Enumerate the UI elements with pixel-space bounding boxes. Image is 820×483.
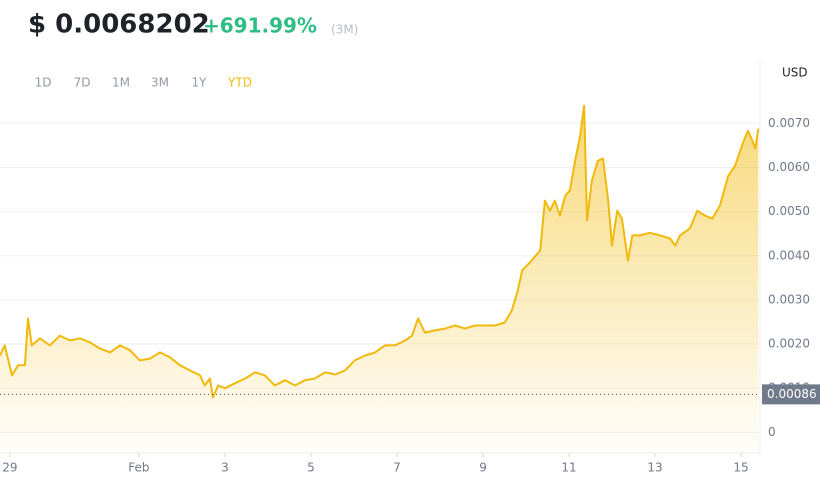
x-tick-label: 13: [647, 461, 662, 475]
y-tick-label: 0.0020: [768, 337, 810, 351]
x-tick-label: 15: [733, 461, 748, 475]
price-change: +691.99%: [203, 14, 317, 38]
range-button[interactable]: 1M: [112, 76, 130, 90]
change-period: (3M): [331, 23, 358, 37]
area-fill: [0, 105, 759, 453]
reference-badge: [762, 384, 820, 405]
x-tick-label: 9: [479, 461, 487, 475]
range-button[interactable]: 7D: [74, 76, 91, 90]
y-tick-label: 0.0030: [768, 292, 810, 306]
range-button[interactable]: YTD: [227, 76, 252, 90]
y-tick-label: 0.0040: [768, 248, 810, 262]
price: $ 0.0068202: [28, 10, 210, 40]
y-tick-label: 0.0050: [768, 204, 810, 218]
range-button[interactable]: 3M: [151, 76, 169, 90]
x-tick-label: 29: [2, 461, 17, 475]
x-tick-label: 11: [561, 461, 576, 475]
y-tick-label: 0: [768, 425, 776, 439]
range-button[interactable]: 1Y: [192, 76, 208, 90]
x-tick-label: 7: [393, 461, 401, 475]
y-tick-label: 0.0070: [768, 116, 810, 130]
y-tick-label: 0.0060: [768, 160, 810, 174]
range-button[interactable]: 1D: [35, 76, 52, 90]
plot: 00.00100.00200.00300.00400.00500.00600.0…: [0, 60, 820, 475]
price-line: [0, 104, 760, 399]
x-tick-label: 3: [221, 461, 229, 475]
reference-label: 0.00086: [767, 387, 817, 401]
currency: USD: [782, 66, 808, 80]
x-tick-label: 5: [307, 461, 315, 475]
x-tick-label: Feb: [128, 461, 149, 475]
